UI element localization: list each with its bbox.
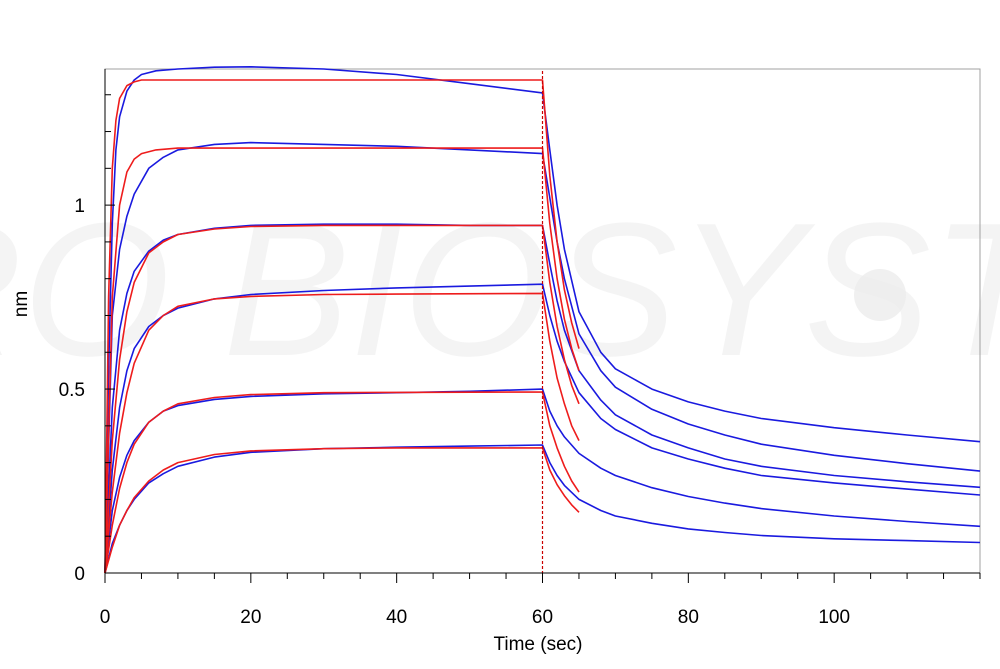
x-axis-label: Time (sec) <box>493 634 582 655</box>
x-tick-label: 100 <box>818 607 850 628</box>
fit-curve-11 <box>104 391 580 574</box>
x-tick-label: 80 <box>678 607 699 628</box>
series-layer <box>104 66 981 574</box>
y-tick-label: 0.5 <box>59 380 85 401</box>
y-axis-label: nm <box>11 291 32 317</box>
measured-curve-1 <box>104 66 981 574</box>
fit-curve-7 <box>104 79 580 574</box>
fit-curve-8 <box>104 147 580 574</box>
x-tick-label: 0 <box>100 607 111 628</box>
x-tick-label: 60 <box>532 607 553 628</box>
axes-layer: 0 20 40 60 80 100 0 0.5 1 <box>59 69 981 628</box>
watermark-brand-text: ACRO BIOSYSTEMS <box>0 184 1000 396</box>
x-tick-label: 40 <box>386 607 407 628</box>
measured-curve-4 <box>104 283 981 574</box>
y-tick-label: 1 <box>74 196 85 217</box>
y-tick-label: 0 <box>74 564 85 585</box>
fit-curve-12 <box>104 447 580 574</box>
watermark-dot <box>854 269 906 321</box>
fit-curve-9 <box>104 224 580 574</box>
fit-curve-10 <box>104 292 580 574</box>
x-tick-label: 20 <box>240 607 261 628</box>
measured-curve-6 <box>104 444 981 574</box>
measured-curve-5 <box>104 388 981 574</box>
watermark: ACRO BIOSYSTEMS <box>0 184 1000 396</box>
